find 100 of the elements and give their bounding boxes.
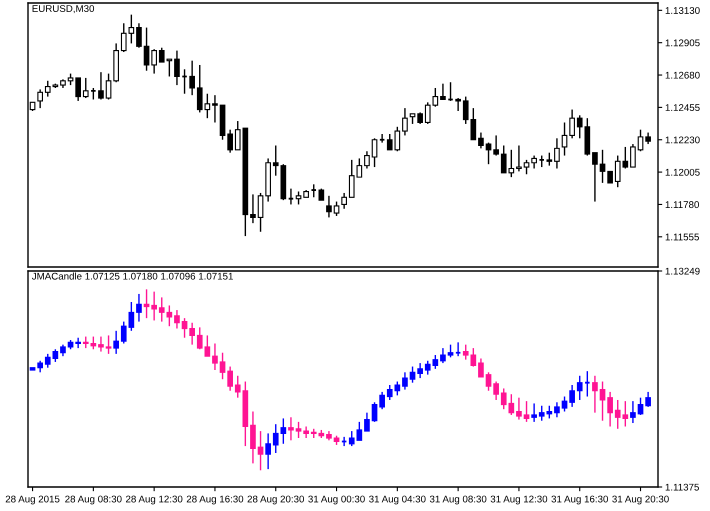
- candlestick: [470, 107, 476, 140]
- candlestick: [44, 353, 51, 368]
- candlestick: [151, 290, 157, 322]
- candlestick: [136, 293, 142, 322]
- y-tick-label: 1.11555: [666, 234, 699, 240]
- x-tick-label: 31 Aug 20:30: [612, 496, 669, 504]
- x-tick-label: 31 Aug 12:30: [490, 496, 548, 504]
- candlestick: [386, 133, 393, 151]
- candlestick: [394, 380, 400, 396]
- candlestick: [144, 288, 150, 319]
- y-tick-label: 1.12905: [666, 39, 700, 46]
- y-tick-label: 1.11375: [666, 484, 699, 491]
- candlestick: [227, 128, 233, 154]
- y-tick-label: 1.11780: [666, 201, 699, 208]
- candlestick: [310, 428, 317, 439]
- y-tick-label: 1.12680: [666, 72, 700, 79]
- candlestick: [386, 384, 393, 401]
- candlestick: [500, 388, 507, 410]
- candlestick: [82, 336, 89, 349]
- candlestick: [455, 97, 461, 112]
- candlestick: [356, 421, 362, 442]
- candlestick: [341, 192, 347, 210]
- candlestick: [348, 159, 355, 198]
- candlestick: [356, 158, 362, 178]
- candlestick: [562, 122, 568, 156]
- candlestick: [151, 48, 157, 74]
- candlestick: [454, 342, 462, 357]
- candlestick: [470, 347, 476, 368]
- candlestick: [614, 399, 621, 430]
- y-tick-label: 1.13249: [666, 268, 700, 275]
- candlestick: [576, 114, 583, 139]
- candlestick: [272, 423, 279, 454]
- candlestick: [417, 112, 423, 125]
- candlestick: [75, 77, 81, 102]
- candlestick: [340, 436, 348, 447]
- candlestick: [90, 336, 96, 350]
- candlestick: [584, 370, 591, 398]
- candlestick: [546, 152, 552, 166]
- candlestick: [181, 68, 188, 94]
- chart-title: EURUSD,M30: [32, 5, 94, 14]
- x-tick-label: 28 Aug 08:30: [65, 496, 122, 504]
- candlestick: [196, 326, 203, 350]
- candlestick: [348, 430, 355, 447]
- candlestick: [196, 64, 203, 114]
- candlestick: [538, 405, 545, 422]
- candlestick: [447, 82, 454, 102]
- candlestick: [508, 149, 514, 178]
- y-tick-label: 1.13130: [666, 7, 700, 14]
- candlestick: [546, 405, 552, 420]
- candlestick: [44, 80, 51, 98]
- candlestick: [432, 354, 438, 370]
- candlestick: [622, 146, 628, 170]
- candlestick: [508, 394, 514, 416]
- candlestick: [296, 190, 302, 206]
- candlestick: [234, 120, 241, 151]
- candlestick: [158, 296, 165, 322]
- x-tick-label: 28 Aug 20:30: [248, 496, 304, 504]
- x-tick-label: 28 Aug 16:30: [186, 496, 244, 504]
- candlestick: [120, 320, 127, 344]
- candlestick: [174, 50, 180, 86]
- candlestick: [272, 144, 279, 176]
- y-tick-label: 1.12230: [666, 136, 700, 144]
- candlestick: [531, 402, 537, 423]
- candlestick: [113, 330, 119, 355]
- candlestick: [82, 77, 89, 99]
- candlestick: [265, 432, 271, 470]
- candlestick: [493, 134, 499, 156]
- x-tick-label: 28 Aug 12:30: [126, 496, 182, 504]
- candlestick: [622, 400, 628, 428]
- candlestick: [310, 184, 317, 198]
- candlestick: [288, 188, 294, 206]
- candlestick: [645, 132, 651, 145]
- candlestick: [128, 301, 134, 332]
- candlestick: [37, 88, 43, 109]
- candlestick: [531, 154, 537, 170]
- candlestick: [204, 334, 210, 357]
- candlestick: [75, 337, 81, 349]
- candlestick: [424, 102, 431, 125]
- candlestick: [37, 360, 43, 374]
- candlestick: [462, 96, 469, 125]
- candlestick: [379, 391, 385, 410]
- candlestick: [440, 82, 446, 100]
- candlestick: [554, 138, 560, 170]
- candlestick: [500, 144, 507, 174]
- candlestick: [52, 348, 58, 363]
- candlestick: [645, 391, 651, 408]
- y-tick-label: 1.12005: [666, 168, 700, 176]
- candlestick: [158, 47, 165, 63]
- candlestick: [189, 60, 195, 96]
- candlestick: [569, 108, 575, 139]
- candlestick: [493, 380, 499, 401]
- candlestick: [280, 418, 286, 444]
- candlestick: [128, 14, 134, 44]
- candlestick: [424, 360, 431, 376]
- candlestick: [432, 87, 438, 108]
- candlestick: [607, 391, 613, 428]
- candlestick: [614, 154, 621, 188]
- x-tick-label: 31 Aug 04:30: [369, 496, 426, 504]
- candlestick: [166, 58, 172, 78]
- candlestick: [318, 188, 324, 201]
